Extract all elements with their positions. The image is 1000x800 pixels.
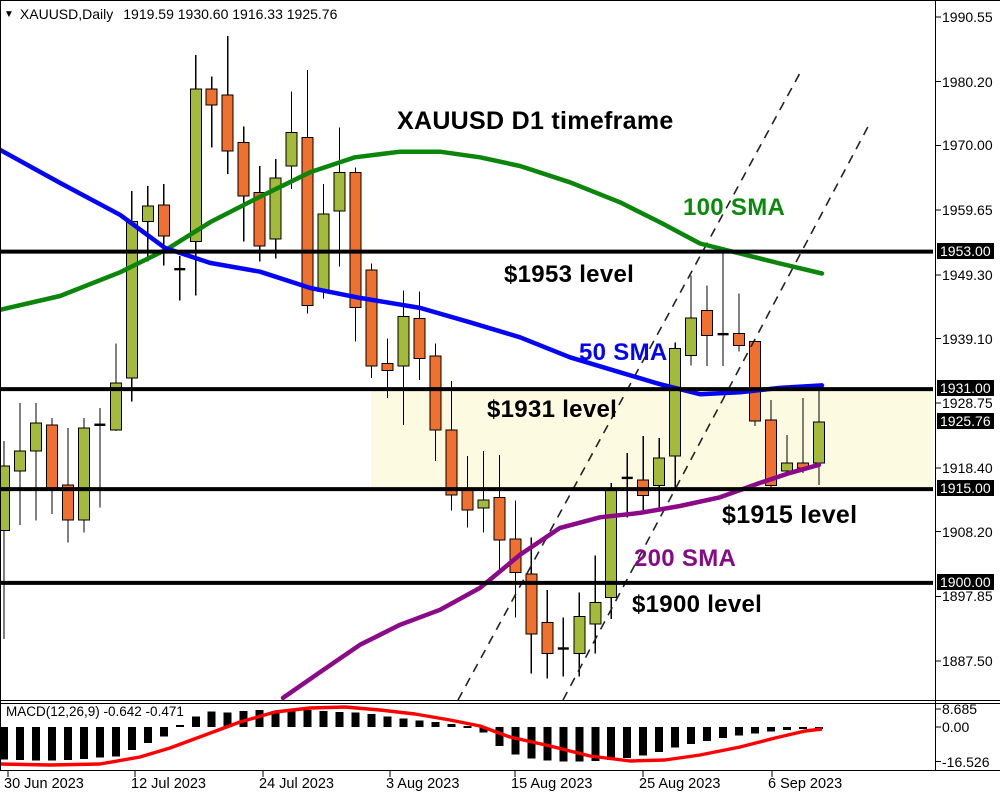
date-tick-label: 6 Sep 2023 bbox=[768, 776, 843, 792]
sma200-label: 200 SMA bbox=[634, 545, 737, 572]
price-tick-label: 1887.50 bbox=[942, 653, 993, 669]
date-tick-label: 24 Jul 2023 bbox=[259, 776, 334, 792]
price-tick-label: 1918.40 bbox=[942, 459, 993, 476]
level-1953-label: $1953 level bbox=[504, 261, 635, 288]
sma50-label: 50 SMA bbox=[579, 339, 668, 366]
macd-axis-label: 8.685 bbox=[942, 700, 978, 717]
price-level-label: 1900.00 bbox=[937, 573, 994, 590]
price-tick-label: 1928.75 bbox=[942, 395, 993, 412]
price-level-label: 1915.00 bbox=[937, 480, 994, 497]
symbol-info-bar: ▼ XAUUSD,Daily 1919.59 1930.60 1916.33 192… bbox=[4, 6, 337, 22]
price-tick-label: 1949.30 bbox=[942, 266, 993, 283]
price-tick-label: 1897.85 bbox=[942, 588, 993, 605]
price-tick-label: 1980.20 bbox=[942, 73, 993, 90]
symbol-name: XAUUSD,Daily bbox=[19, 6, 114, 22]
date-tick-label: 15 Aug 2023 bbox=[511, 776, 593, 792]
date-tick-label: 30 Jun 2023 bbox=[4, 776, 84, 792]
price-level-label: 1931.00 bbox=[937, 380, 994, 397]
price-tick-label: 1959.65 bbox=[942, 202, 993, 219]
timeframe-label: XAUUSD D1 timeframe bbox=[397, 107, 674, 135]
symbol-dropdown-icon: ▼ bbox=[4, 9, 14, 20]
sma100-label: 100 SMA bbox=[683, 194, 786, 221]
date-tick-label: 25 Aug 2023 bbox=[639, 776, 721, 792]
macd-axis-label: 0.00 bbox=[942, 719, 970, 735]
price-tick-label: 1908.20 bbox=[942, 523, 993, 540]
price-level-label: 1953.00 bbox=[937, 242, 994, 259]
current-price-label: 1925.76 bbox=[937, 412, 994, 429]
level-1900-label: $1900 level bbox=[632, 591, 763, 618]
price-tick-label: 1970.00 bbox=[942, 137, 993, 154]
macd-indicator-label: MACD(12,26,9) -0.642 -0.471 bbox=[6, 704, 184, 719]
date-tick-label: 3 Aug 2023 bbox=[386, 776, 460, 792]
price-tick-label: 1990.55 bbox=[942, 9, 993, 25]
price-tick-label: 1939.10 bbox=[942, 330, 993, 347]
level-1915-label: $1915 level bbox=[722, 501, 858, 529]
ohlc-readout: 1919.59 1930.60 1916.33 1925.76 bbox=[123, 6, 338, 22]
date-tick-label: 12 Jul 2023 bbox=[131, 776, 206, 792]
level-1931-label: $1931 level bbox=[487, 396, 618, 423]
macd-axis-label: -16.526 bbox=[942, 753, 990, 770]
